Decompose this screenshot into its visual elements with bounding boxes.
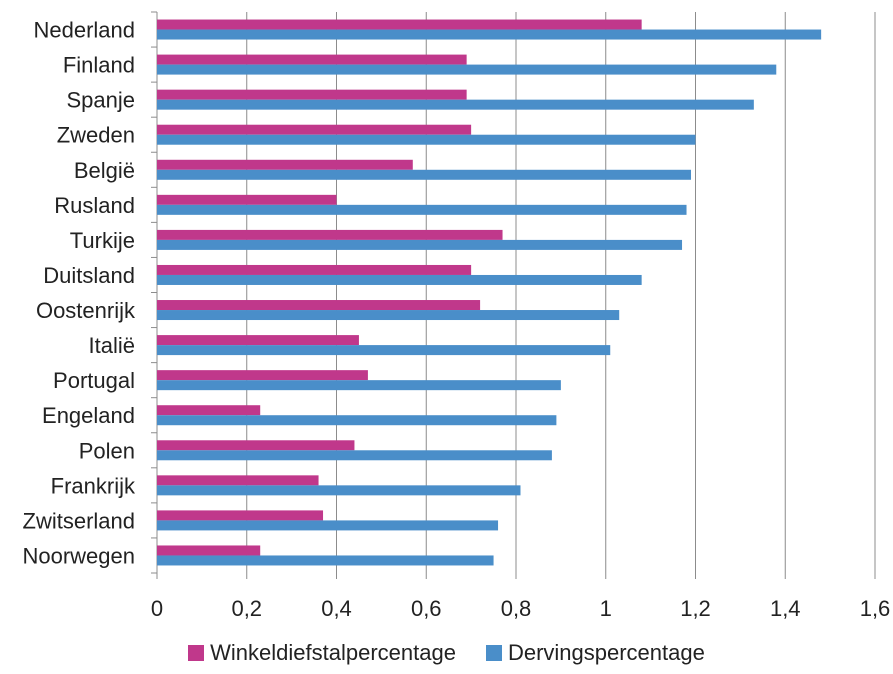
- category-label: Italië: [89, 333, 135, 358]
- category-label: Zweden: [57, 123, 135, 148]
- bar-winkeldiefstal: [157, 335, 359, 346]
- bar-derving: [157, 274, 642, 285]
- category-label: Rusland: [54, 193, 135, 218]
- category-label: Zwitserland: [23, 508, 135, 533]
- bar-winkeldiefstal: [157, 475, 319, 486]
- bar-derving: [157, 134, 696, 145]
- category-label: Duitsland: [43, 263, 135, 288]
- category-label: Polen: [79, 438, 135, 463]
- x-tick-label: 0,6: [411, 596, 442, 621]
- bar-winkeldiefstal: [157, 229, 503, 240]
- x-tick-label: 1,2: [680, 596, 711, 621]
- bar-derving: [157, 450, 552, 461]
- bar-winkeldiefstal: [157, 159, 413, 170]
- legend-label-series-1: Winkeldiefstalpercentage: [210, 640, 456, 665]
- x-tick-label: 0,2: [231, 596, 262, 621]
- bar-derving: [157, 520, 499, 531]
- legend-swatch-series-1: [188, 645, 205, 661]
- category-label: Noorwegen: [22, 543, 135, 568]
- bar-winkeldiefstal: [157, 124, 472, 135]
- category-label: Spanje: [66, 88, 135, 113]
- bar-derving: [157, 204, 687, 215]
- bar-derving: [157, 310, 620, 321]
- bar-winkeldiefstal: [157, 405, 261, 416]
- bar-winkeldiefstal: [157, 264, 472, 275]
- category-label: Turkije: [70, 228, 135, 253]
- bar-winkeldiefstal: [157, 194, 337, 205]
- bar-derving: [157, 485, 521, 496]
- category-label: Oostenrijk: [36, 298, 136, 323]
- bar-winkeldiefstal: [157, 370, 368, 381]
- x-tick-label: 0,4: [321, 596, 352, 621]
- bar-derving: [157, 415, 557, 426]
- bar-winkeldiefstal: [157, 440, 355, 451]
- legend-label-series-2: Dervingspercentage: [507, 640, 705, 665]
- x-tick-label: 0,8: [501, 596, 532, 621]
- bar-winkeldiefstal: [157, 19, 642, 30]
- legend-item-series-1: Winkeldiefstalpercentage: [188, 640, 456, 666]
- category-label: België: [74, 158, 135, 183]
- bar-derving: [157, 29, 822, 40]
- bar-winkeldiefstal: [157, 510, 324, 521]
- bar-derving: [157, 64, 777, 75]
- category-label: Finland: [63, 53, 135, 78]
- bar-derving: [157, 380, 561, 391]
- category-label: Engeland: [42, 403, 135, 428]
- bar-derving: [157, 99, 754, 110]
- legend-swatch-series-2: [485, 645, 502, 661]
- x-tick-label: 0: [151, 596, 163, 621]
- x-tick-label: 1,6: [860, 596, 891, 621]
- bar-winkeldiefstal: [157, 54, 467, 65]
- category-label: Portugal: [53, 368, 135, 393]
- category-label: Frankrijk: [51, 473, 136, 498]
- bar-chart: 0 0,2 0,4 0,6 0,8 1 1,2 1,4 1,6 Nederland Finland S…: [22, 11, 891, 621]
- bar-derving: [157, 169, 692, 180]
- x-tick-label: 1: [600, 596, 612, 621]
- x-tick-label: 1,4: [770, 596, 801, 621]
- bar-derving: [157, 555, 494, 566]
- legend-item-series-2: Dervingspercentage: [485, 640, 705, 666]
- bar-winkeldiefstal: [157, 300, 481, 311]
- category-label: Nederland: [33, 18, 135, 43]
- bar-derving: [157, 345, 611, 356]
- legend: Winkeldiefstalpercentage Dervingspercent…: [0, 640, 893, 666]
- bar-winkeldiefstal: [157, 545, 261, 556]
- bar-winkeldiefstal: [157, 89, 467, 100]
- bar-derving: [157, 239, 683, 250]
